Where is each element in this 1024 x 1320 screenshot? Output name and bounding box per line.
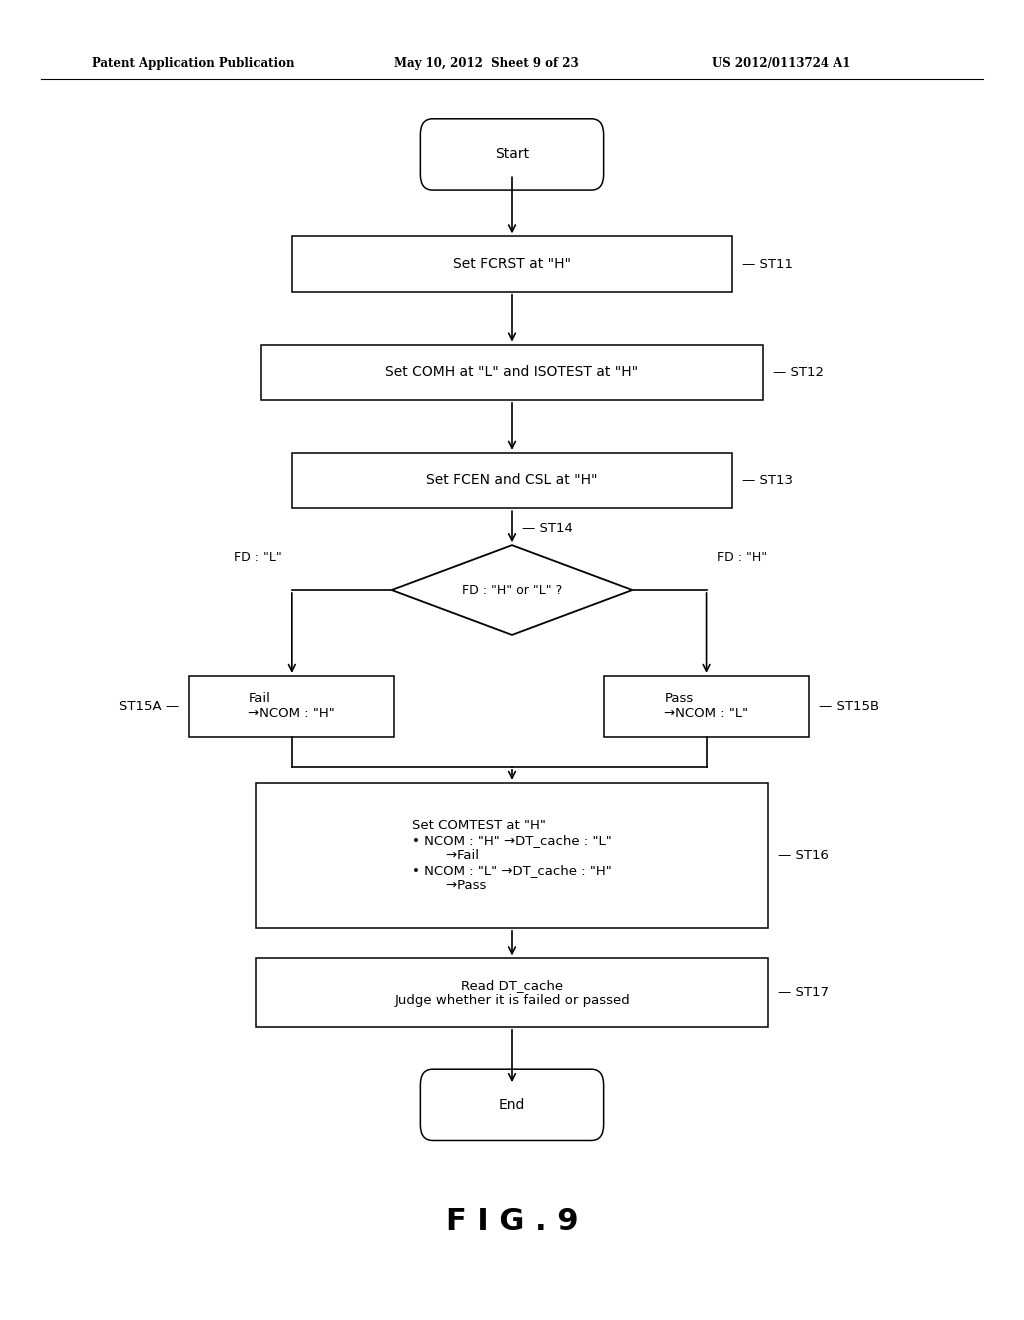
FancyBboxPatch shape xyxy=(420,119,603,190)
Bar xyxy=(261,345,763,400)
Text: F I G . 9: F I G . 9 xyxy=(445,1206,579,1236)
Text: Set COMTEST at "H"
• NCOM : "H" →DT_cache : "L"
        →Fail
• NCOM : "L" →DT_c: Set COMTEST at "H" • NCOM : "H" →DT_cach… xyxy=(412,818,612,892)
Text: FD : "H": FD : "H" xyxy=(717,550,767,564)
Text: — ST14: — ST14 xyxy=(522,521,573,535)
Text: — ST13: — ST13 xyxy=(742,474,794,487)
Bar xyxy=(292,236,732,292)
Text: — ST16: — ST16 xyxy=(778,849,829,862)
Text: Patent Application Publication: Patent Application Publication xyxy=(92,57,295,70)
Text: Set FCRST at "H": Set FCRST at "H" xyxy=(453,257,571,271)
Text: FD : "L": FD : "L" xyxy=(233,550,282,564)
Text: FD : "H" or "L" ?: FD : "H" or "L" ? xyxy=(462,583,562,597)
Text: — ST17: — ST17 xyxy=(778,986,829,999)
Bar xyxy=(256,958,768,1027)
Text: Set COMH at "L" and ISOTEST at "H": Set COMH at "L" and ISOTEST at "H" xyxy=(385,366,639,379)
Bar xyxy=(604,676,809,737)
Text: — ST15B: — ST15B xyxy=(819,700,880,713)
Text: Start: Start xyxy=(495,148,529,161)
Text: May 10, 2012  Sheet 9 of 23: May 10, 2012 Sheet 9 of 23 xyxy=(394,57,579,70)
Text: End: End xyxy=(499,1098,525,1111)
Text: Fail
→NCOM : "H": Fail →NCOM : "H" xyxy=(249,692,335,721)
Text: US 2012/0113724 A1: US 2012/0113724 A1 xyxy=(712,57,850,70)
FancyBboxPatch shape xyxy=(420,1069,603,1140)
Polygon shape xyxy=(391,545,632,635)
Bar xyxy=(256,783,768,928)
Bar xyxy=(189,676,394,737)
Text: Set FCEN and CSL at "H": Set FCEN and CSL at "H" xyxy=(426,474,598,487)
Text: ST15A —: ST15A — xyxy=(119,700,179,713)
Text: — ST12: — ST12 xyxy=(773,366,824,379)
Bar xyxy=(292,453,732,508)
Text: Read DT_cache
Judge whether it is failed or passed: Read DT_cache Judge whether it is failed… xyxy=(394,978,630,1007)
Text: — ST11: — ST11 xyxy=(742,257,794,271)
Text: Pass
→NCOM : "L": Pass →NCOM : "L" xyxy=(665,692,749,721)
